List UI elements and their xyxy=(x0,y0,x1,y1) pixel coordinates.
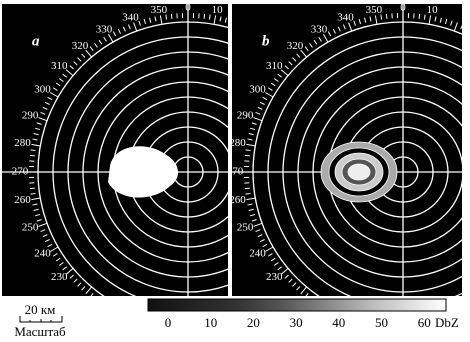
azimuth-label: 350 xyxy=(151,4,168,16)
azimuth-tick xyxy=(134,313,137,321)
colorbar-tick: 0 xyxy=(165,315,172,330)
colorbar-tick: 40 xyxy=(332,315,345,330)
echo-contour xyxy=(348,164,370,180)
azimuth-label: 300 xyxy=(34,84,51,96)
azimuth-tick xyxy=(370,323,371,328)
azimuth-tick xyxy=(424,15,425,20)
azimuth-tick xyxy=(225,321,226,326)
azimuth-tick xyxy=(30,188,35,189)
azimuth-tick xyxy=(204,14,205,19)
azimuth-tick xyxy=(118,310,120,314)
azimuth-label: 10 xyxy=(427,4,439,16)
azimuth-label: 250 xyxy=(22,222,39,234)
azimuth-tick xyxy=(123,313,125,318)
azimuth-tick xyxy=(230,320,231,325)
azimuth-label: 320 xyxy=(72,40,89,52)
panel-label: a xyxy=(32,33,40,49)
azimuth-tick xyxy=(30,155,35,156)
azimuth-label: 240 xyxy=(249,248,266,260)
azimuth-label: 350 xyxy=(366,4,383,16)
azimuth-tick xyxy=(128,315,130,320)
azimuth-label: 0 xyxy=(185,2,191,14)
azimuth-label: 330 xyxy=(96,24,113,36)
azimuth-label: 230 xyxy=(266,271,283,283)
azimuth-tick xyxy=(246,150,251,151)
azimuth-tick xyxy=(109,302,114,310)
azimuth-tick xyxy=(359,320,360,325)
azimuth-tick xyxy=(171,325,172,330)
azimuth-label: 240 xyxy=(34,248,51,260)
azimuth-tick xyxy=(139,318,141,323)
azimuth-tick xyxy=(209,15,210,20)
azimuth-label: 310 xyxy=(51,60,68,72)
colorbar-tick: 30 xyxy=(290,315,303,330)
azimuth-tick xyxy=(354,318,356,323)
azimuth-tick xyxy=(220,323,221,328)
azimuth-label: 270 xyxy=(227,166,244,178)
page: 20 км Масштаб 01023024025026027028029030… xyxy=(0,0,470,342)
azimuth-label: 330 xyxy=(311,24,328,36)
colorbar xyxy=(148,299,446,311)
azimuth-tick xyxy=(144,320,145,325)
azimuth-tick xyxy=(95,297,98,301)
azimuth-tick xyxy=(113,308,115,312)
azimuth-tick xyxy=(466,313,468,318)
azimuth-label: 280 xyxy=(14,137,31,149)
azimuth-tick xyxy=(386,14,387,19)
azimuth-tick xyxy=(349,313,352,321)
azimuth-tick xyxy=(419,14,420,19)
azimuth-label: 270 xyxy=(12,166,29,178)
azimuth-tick xyxy=(150,321,151,326)
azimuth-label: 300 xyxy=(249,84,266,96)
colorbar-tick: 60 xyxy=(418,315,431,330)
azimuth-label: 0 xyxy=(400,2,406,14)
azimuth-label: 260 xyxy=(229,194,246,206)
azimuth-tick xyxy=(155,323,156,328)
azimuth-label: 260 xyxy=(14,194,31,206)
azimuth-tick xyxy=(245,188,250,189)
azimuth-tick xyxy=(99,300,102,304)
azimuth-label: 230 xyxy=(51,271,68,283)
azimuth-tick xyxy=(365,321,366,326)
azimuth-tick xyxy=(31,193,36,194)
scale-label: 20 км xyxy=(25,302,56,317)
azimuth-label: 250 xyxy=(237,222,254,234)
azimuth-tick xyxy=(104,303,107,307)
azimuth-tick xyxy=(171,14,172,19)
figure: 20 км Масштаб 01023024025026027028029030… xyxy=(0,0,470,342)
azimuth-label: 310 xyxy=(266,60,283,72)
azimuth-label: 10 xyxy=(212,4,224,16)
azimuth-tick xyxy=(461,315,463,320)
azimuth-tick xyxy=(245,155,250,156)
azimuth-tick xyxy=(246,193,251,194)
azimuth-tick xyxy=(230,19,231,24)
colorbar-unit: DbZ xyxy=(435,315,459,330)
azimuth-tick xyxy=(160,320,162,329)
azimuth-tick xyxy=(239,313,242,321)
panel-label: b xyxy=(262,33,270,49)
colorbar-tick: 20 xyxy=(247,315,260,330)
azimuth-tick xyxy=(466,27,468,32)
azimuth-label: 340 xyxy=(337,11,354,23)
azimuth-label: 280 xyxy=(229,137,246,149)
azimuth-label: 320 xyxy=(287,40,304,52)
scale-caption: Масштаб xyxy=(14,324,66,339)
colorbar-tick: 50 xyxy=(375,315,388,330)
azimuth-tick xyxy=(236,318,238,323)
azimuth-label: 340 xyxy=(122,11,139,23)
colorbar-tick: 10 xyxy=(204,315,217,330)
azimuth-label: 290 xyxy=(237,109,254,121)
azimuth-tick xyxy=(31,150,36,151)
azimuth-label: 290 xyxy=(22,109,39,121)
